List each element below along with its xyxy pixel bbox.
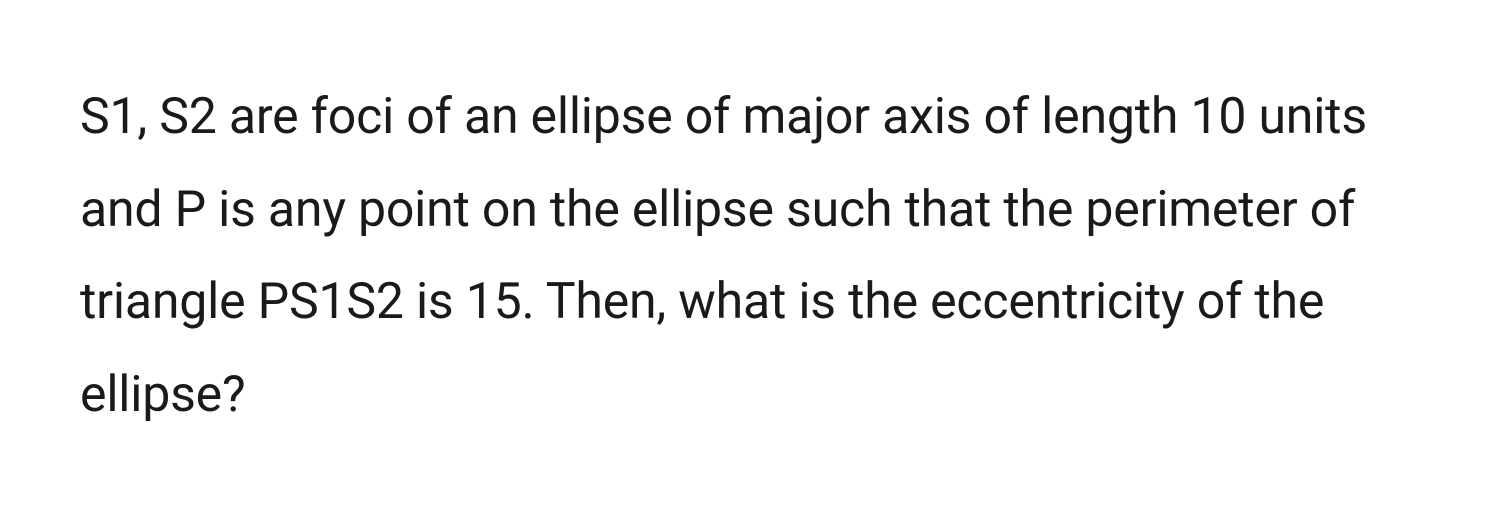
question-text: S1, S2 are foci of an ellipse of major a… bbox=[80, 71, 1420, 441]
